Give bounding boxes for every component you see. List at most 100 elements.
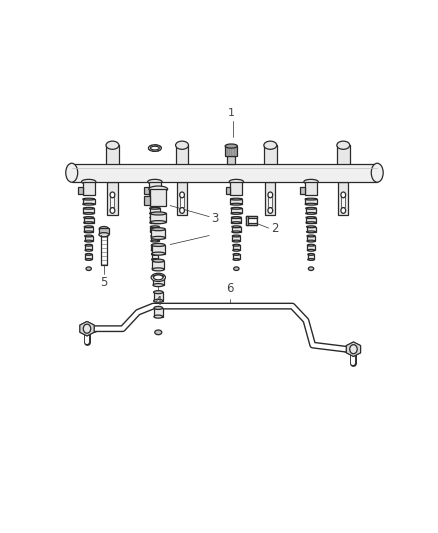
Ellipse shape [66,163,78,182]
Bar [246,216,257,225]
Polygon shape [346,342,360,357]
Ellipse shape [341,192,346,198]
Text: 6: 6 [226,281,233,295]
Bar [144,187,149,193]
Bar [101,235,107,265]
Bar [232,236,240,241]
Ellipse shape [225,144,237,148]
Ellipse shape [231,216,241,219]
Ellipse shape [155,330,162,335]
Bar [149,199,161,204]
Bar [78,187,83,193]
Ellipse shape [85,244,92,246]
Bar [106,145,119,166]
Ellipse shape [149,186,168,192]
Ellipse shape [150,226,159,228]
Bar [308,254,314,260]
Ellipse shape [154,275,163,280]
Ellipse shape [268,192,273,198]
Ellipse shape [150,222,160,223]
Ellipse shape [307,231,315,233]
Bar [265,182,276,215]
Ellipse shape [149,203,161,205]
Bar [151,245,159,251]
Bar [85,236,93,241]
Ellipse shape [233,259,240,261]
Ellipse shape [233,244,240,246]
Ellipse shape [83,198,95,200]
Ellipse shape [83,207,94,209]
Bar [307,245,314,251]
Ellipse shape [305,198,317,200]
Ellipse shape [308,254,314,255]
Ellipse shape [83,213,94,214]
Bar [83,182,95,195]
Bar [85,254,92,260]
Ellipse shape [152,259,158,261]
Ellipse shape [232,231,241,233]
Ellipse shape [110,207,115,213]
Ellipse shape [151,249,159,251]
Bar [230,199,242,204]
Bar [337,145,350,166]
Ellipse shape [151,221,166,224]
Bar [306,217,316,223]
Ellipse shape [84,231,93,233]
Ellipse shape [307,235,315,237]
Bar [150,217,160,223]
Ellipse shape [268,207,273,213]
Bar [305,199,317,204]
Ellipse shape [151,273,166,281]
Bar [151,236,159,241]
Ellipse shape [152,244,165,246]
Ellipse shape [110,192,115,198]
Ellipse shape [229,180,244,184]
Ellipse shape [85,254,92,255]
Ellipse shape [233,267,239,271]
Ellipse shape [86,267,92,271]
Ellipse shape [150,231,159,233]
Bar [305,182,317,195]
Ellipse shape [152,252,165,255]
Bar [145,196,151,205]
Ellipse shape [85,240,93,242]
Ellipse shape [149,198,161,200]
Bar [307,227,315,232]
Ellipse shape [180,207,184,213]
Ellipse shape [232,226,241,228]
Bar [151,189,166,206]
Ellipse shape [83,324,91,333]
Bar [226,187,230,193]
Bar [149,208,160,213]
Bar [180,196,184,207]
Ellipse shape [341,207,346,213]
Text: 3: 3 [211,212,218,225]
Bar [231,217,241,223]
Bar [85,245,92,251]
Bar [107,182,117,215]
Bar [151,213,166,222]
Ellipse shape [337,141,350,149]
Ellipse shape [151,244,159,246]
Polygon shape [80,321,94,336]
Ellipse shape [151,236,165,239]
Polygon shape [346,342,360,357]
Bar [154,308,162,317]
Bar [150,227,159,232]
Bar [264,145,277,166]
Ellipse shape [264,141,277,149]
Ellipse shape [151,235,159,237]
Ellipse shape [81,180,96,184]
Bar [232,227,241,232]
Bar [153,277,163,285]
Ellipse shape [149,207,160,209]
Ellipse shape [152,268,164,271]
Ellipse shape [230,198,242,200]
Ellipse shape [149,213,160,214]
Ellipse shape [152,267,158,271]
Bar [154,292,163,301]
Ellipse shape [152,254,158,255]
Ellipse shape [148,145,161,151]
Bar [246,216,248,225]
Ellipse shape [83,324,91,333]
